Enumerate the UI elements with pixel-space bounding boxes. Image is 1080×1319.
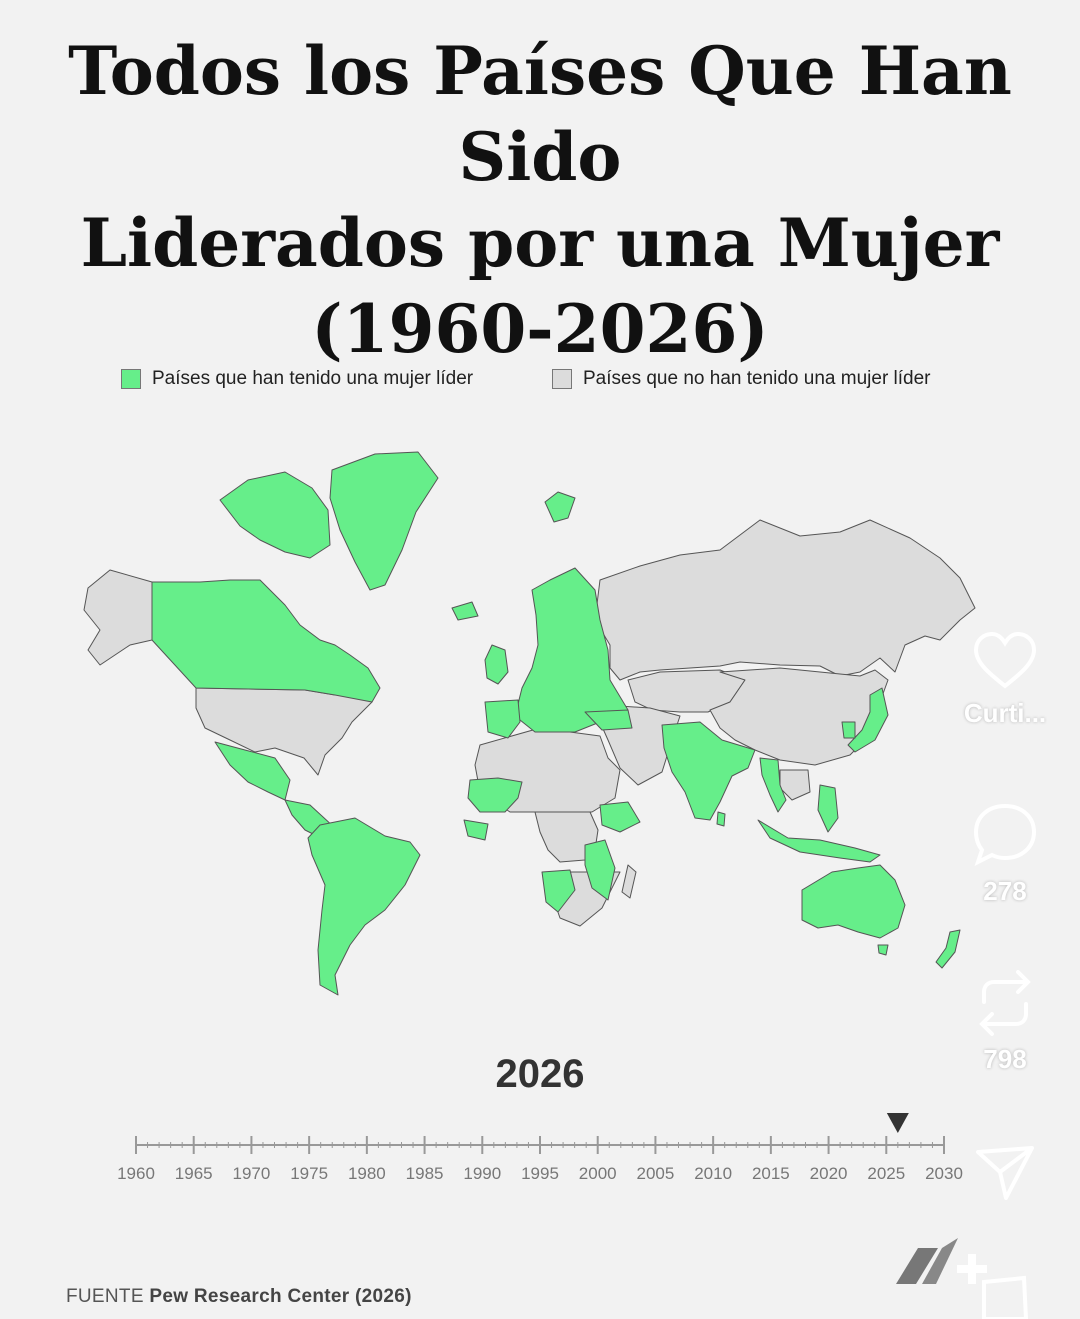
timeline-tick-label: 1980	[348, 1164, 386, 1183]
repost-control[interactable]: 798	[960, 968, 1050, 1075]
title-line-3: (1960-2026)	[311, 290, 769, 368]
region-canada	[151, 579, 381, 703]
title-line-1: Todos los Países Que Han Sido	[68, 32, 1012, 196]
source-prefix: FUENTE	[66, 1286, 144, 1307]
region-japan	[847, 687, 889, 753]
like-label: Curti...	[963, 698, 1047, 728]
timeline-tick-label: 1975	[290, 1164, 328, 1183]
source-note: FUENTE Pew Research Center (2026)	[66, 1286, 412, 1308]
timeline-tick-label: 1985	[406, 1164, 444, 1183]
region-arctic-islands	[219, 471, 331, 559]
region-madagascar	[621, 864, 637, 899]
region-mali-west-africa	[467, 777, 523, 813]
legend-swatch-not-led	[552, 369, 572, 389]
region-svalbard	[544, 491, 576, 523]
region-greenland	[329, 451, 439, 591]
region-europe	[514, 567, 629, 733]
timeline-tick-label: 1965	[175, 1164, 213, 1183]
region-new-zealand	[935, 929, 961, 969]
region-iceland	[451, 601, 479, 621]
timeline-tick-label: 2005	[637, 1164, 675, 1183]
timeline-tick-label: 1960	[117, 1164, 155, 1183]
region-iberia	[484, 699, 521, 739]
region-india-subcontinent	[661, 721, 756, 821]
timeline-tick-label: 2030	[925, 1164, 963, 1183]
legend-item-not-led: Países que no han tenido una mujer líder	[552, 368, 931, 390]
legend-item-led: Países que han tenido una mujer líder	[121, 368, 473, 390]
like-control[interactable]: Curti...	[960, 630, 1050, 729]
legend-label-not-led: Países que no han tenido una mujer líder	[583, 368, 931, 389]
region-china-mongolia	[709, 667, 889, 766]
region-uk-ireland	[484, 644, 509, 685]
timeline-tick-label: 2025	[867, 1164, 905, 1183]
comment-icon[interactable]	[970, 800, 1040, 870]
current-year-label: 2026	[495, 1052, 585, 1096]
region-east-africa	[584, 839, 616, 901]
timeline-tick-label: 1990	[463, 1164, 501, 1183]
share-control[interactable]	[960, 1142, 1050, 1204]
world-map	[83, 451, 976, 996]
timeline-tick-label: 2020	[810, 1164, 848, 1183]
heart-icon[interactable]	[970, 630, 1040, 692]
timeline-tick-label: 2015	[752, 1164, 790, 1183]
comment-control[interactable]: 278	[960, 800, 1050, 907]
legend-swatch-led	[121, 369, 141, 389]
region-south-america	[307, 817, 421, 996]
page-title: Todos los Países Que Han Sido Liderados …	[0, 28, 1080, 372]
region-sri-lanka	[716, 811, 726, 827]
repost-icon[interactable]	[970, 968, 1040, 1038]
region-philippines	[817, 784, 839, 833]
timeline-tick-label: 1995	[521, 1164, 559, 1183]
timeline-tick-label: 2000	[579, 1164, 617, 1183]
comments-count: 278	[983, 876, 1027, 906]
region-tasmania	[877, 944, 889, 956]
region-ethiopia	[599, 801, 641, 833]
timeline-tick-label: 2010	[694, 1164, 732, 1183]
timeline-marker[interactable]	[886, 1113, 909, 1133]
region-korea	[841, 721, 856, 739]
region-turkey	[584, 709, 633, 731]
legend-label-led: Países que han tenido una mujer líder	[152, 368, 474, 389]
region-russia	[594, 519, 976, 681]
region-myanmar-thailand	[759, 757, 787, 813]
source-name: Pew Research Center (2026)	[149, 1286, 412, 1307]
region-indonesia	[757, 819, 881, 863]
timeline-tick-label: 1970	[233, 1164, 271, 1183]
region-alaska	[83, 569, 153, 666]
title-line-2: Liderados por una Mujer	[80, 204, 1000, 282]
region-australia	[801, 864, 906, 939]
reposts-count: 798	[983, 1044, 1027, 1074]
share-icon[interactable]	[970, 1142, 1040, 1204]
region-namibia-zambia	[541, 869, 576, 913]
legend: Países que han tenido una mujer líder Pa…	[0, 368, 1080, 398]
timeline-slider[interactable]: 1960 1965 1970 1975 1980 1985 1990 1995 2000 2005…	[100, 1105, 980, 1185]
brand-logo	[896, 1238, 1029, 1319]
region-west-africa-coast	[463, 819, 489, 841]
